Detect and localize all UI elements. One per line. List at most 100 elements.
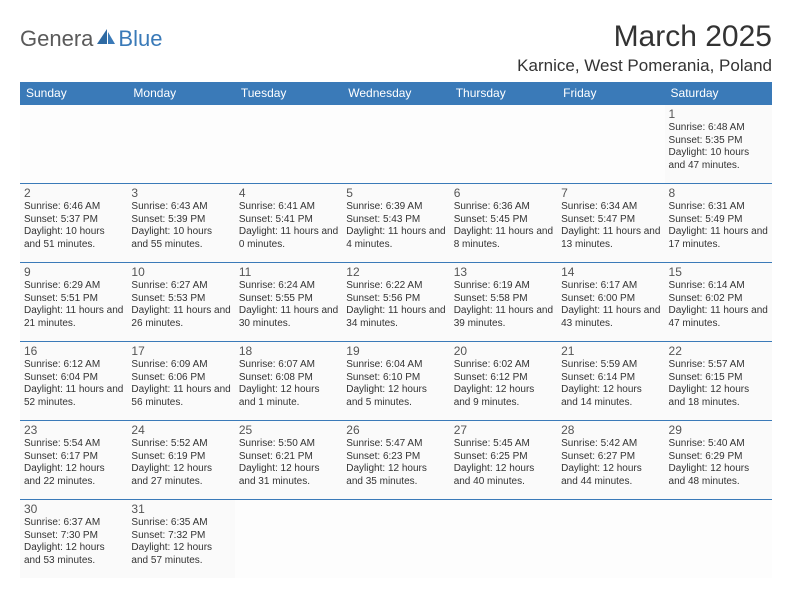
calendar-cell: 22Sunrise: 5:57 AMSunset: 6:15 PMDayligh… <box>665 342 772 421</box>
weekday-header: Thursday <box>450 82 557 105</box>
day-info: Sunrise: 5:54 AMSunset: 6:17 PMDaylight:… <box>24 438 123 488</box>
calendar-row: 2Sunrise: 6:46 AMSunset: 5:37 PMDaylight… <box>20 184 772 263</box>
day-number: 29 <box>669 423 768 437</box>
sail-icon <box>95 27 117 52</box>
day-number: 20 <box>454 344 553 358</box>
header: Genera Blue March 2025 Karnice, West Pom… <box>20 20 772 76</box>
calendar-cell: 17Sunrise: 6:09 AMSunset: 6:06 PMDayligh… <box>127 342 234 421</box>
day-number: 18 <box>239 344 338 358</box>
calendar-cell: 23Sunrise: 5:54 AMSunset: 6:17 PMDayligh… <box>20 421 127 500</box>
weekday-header-row: SundayMondayTuesdayWednesdayThursdayFrid… <box>20 82 772 105</box>
calendar-cell: 25Sunrise: 5:50 AMSunset: 6:21 PMDayligh… <box>235 421 342 500</box>
calendar-cell <box>450 500 557 579</box>
weekday-header: Sunday <box>20 82 127 105</box>
calendar-row: 30Sunrise: 6:37 AMSunset: 7:30 PMDayligh… <box>20 500 772 579</box>
calendar-cell: 19Sunrise: 6:04 AMSunset: 6:10 PMDayligh… <box>342 342 449 421</box>
day-info: Sunrise: 6:39 AMSunset: 5:43 PMDaylight:… <box>346 201 445 251</box>
day-info: Sunrise: 6:35 AMSunset: 7:32 PMDaylight:… <box>131 517 230 567</box>
calendar-cell: 13Sunrise: 6:19 AMSunset: 5:58 PMDayligh… <box>450 263 557 342</box>
day-number: 12 <box>346 265 445 279</box>
day-info: Sunrise: 6:02 AMSunset: 6:12 PMDaylight:… <box>454 359 553 409</box>
calendar-cell: 20Sunrise: 6:02 AMSunset: 6:12 PMDayligh… <box>450 342 557 421</box>
calendar-row: 1Sunrise: 6:48 AMSunset: 5:35 PMDaylight… <box>20 105 772 184</box>
day-info: Sunrise: 6:27 AMSunset: 5:53 PMDaylight:… <box>131 280 230 330</box>
day-info: Sunrise: 5:42 AMSunset: 6:27 PMDaylight:… <box>561 438 660 488</box>
calendar-cell: 30Sunrise: 6:37 AMSunset: 7:30 PMDayligh… <box>20 500 127 579</box>
day-number: 26 <box>346 423 445 437</box>
calendar-cell <box>342 105 449 184</box>
day-info: Sunrise: 6:09 AMSunset: 6:06 PMDaylight:… <box>131 359 230 409</box>
day-number: 3 <box>131 186 230 200</box>
calendar-table: SundayMondayTuesdayWednesdayThursdayFrid… <box>20 82 772 578</box>
day-number: 8 <box>669 186 768 200</box>
calendar-row: 16Sunrise: 6:12 AMSunset: 6:04 PMDayligh… <box>20 342 772 421</box>
calendar-cell: 27Sunrise: 5:45 AMSunset: 6:25 PMDayligh… <box>450 421 557 500</box>
weekday-header: Monday <box>127 82 234 105</box>
day-number: 4 <box>239 186 338 200</box>
title-block: March 2025 Karnice, West Pomerania, Pola… <box>517 20 772 76</box>
weekday-header: Saturday <box>665 82 772 105</box>
day-info: Sunrise: 5:50 AMSunset: 6:21 PMDaylight:… <box>239 438 338 488</box>
day-number: 27 <box>454 423 553 437</box>
day-info: Sunrise: 6:41 AMSunset: 5:41 PMDaylight:… <box>239 201 338 251</box>
day-info: Sunrise: 6:04 AMSunset: 6:10 PMDaylight:… <box>346 359 445 409</box>
day-number: 15 <box>669 265 768 279</box>
day-number: 16 <box>24 344 123 358</box>
day-info: Sunrise: 5:59 AMSunset: 6:14 PMDaylight:… <box>561 359 660 409</box>
day-info: Sunrise: 5:57 AMSunset: 6:15 PMDaylight:… <box>669 359 768 409</box>
day-info: Sunrise: 6:46 AMSunset: 5:37 PMDaylight:… <box>24 201 123 251</box>
day-info: Sunrise: 5:45 AMSunset: 6:25 PMDaylight:… <box>454 438 553 488</box>
day-number: 1 <box>669 107 768 121</box>
day-info: Sunrise: 6:31 AMSunset: 5:49 PMDaylight:… <box>669 201 768 251</box>
day-info: Sunrise: 6:48 AMSunset: 5:35 PMDaylight:… <box>669 122 768 172</box>
weekday-header: Wednesday <box>342 82 449 105</box>
day-number: 24 <box>131 423 230 437</box>
calendar-cell <box>665 500 772 579</box>
calendar-cell: 3Sunrise: 6:43 AMSunset: 5:39 PMDaylight… <box>127 184 234 263</box>
calendar-cell: 8Sunrise: 6:31 AMSunset: 5:49 PMDaylight… <box>665 184 772 263</box>
calendar-cell <box>127 105 234 184</box>
calendar-cell: 2Sunrise: 6:46 AMSunset: 5:37 PMDaylight… <box>20 184 127 263</box>
day-number: 21 <box>561 344 660 358</box>
day-info: Sunrise: 6:14 AMSunset: 6:02 PMDaylight:… <box>669 280 768 330</box>
day-number: 11 <box>239 265 338 279</box>
calendar-cell: 18Sunrise: 6:07 AMSunset: 6:08 PMDayligh… <box>235 342 342 421</box>
day-info: Sunrise: 6:24 AMSunset: 5:55 PMDaylight:… <box>239 280 338 330</box>
day-info: Sunrise: 6:43 AMSunset: 5:39 PMDaylight:… <box>131 201 230 251</box>
month-title: March 2025 <box>517 20 772 54</box>
logo: Genera Blue <box>20 26 162 52</box>
day-number: 5 <box>346 186 445 200</box>
calendar-cell: 12Sunrise: 6:22 AMSunset: 5:56 PMDayligh… <box>342 263 449 342</box>
day-info: Sunrise: 6:19 AMSunset: 5:58 PMDaylight:… <box>454 280 553 330</box>
day-info: Sunrise: 6:17 AMSunset: 6:00 PMDaylight:… <box>561 280 660 330</box>
day-info: Sunrise: 5:40 AMSunset: 6:29 PMDaylight:… <box>669 438 768 488</box>
calendar-cell: 26Sunrise: 5:47 AMSunset: 6:23 PMDayligh… <box>342 421 449 500</box>
day-number: 6 <box>454 186 553 200</box>
day-info: Sunrise: 6:37 AMSunset: 7:30 PMDaylight:… <box>24 517 123 567</box>
day-info: Sunrise: 5:47 AMSunset: 6:23 PMDaylight:… <box>346 438 445 488</box>
calendar-cell: 31Sunrise: 6:35 AMSunset: 7:32 PMDayligh… <box>127 500 234 579</box>
calendar-cell: 4Sunrise: 6:41 AMSunset: 5:41 PMDaylight… <box>235 184 342 263</box>
calendar-cell: 6Sunrise: 6:36 AMSunset: 5:45 PMDaylight… <box>450 184 557 263</box>
logo-text-general: Genera <box>20 26 93 52</box>
day-number: 17 <box>131 344 230 358</box>
logo-text-blue: Blue <box>118 26 162 52</box>
day-number: 22 <box>669 344 768 358</box>
calendar-cell: 1Sunrise: 6:48 AMSunset: 5:35 PMDaylight… <box>665 105 772 184</box>
calendar-cell: 28Sunrise: 5:42 AMSunset: 6:27 PMDayligh… <box>557 421 664 500</box>
calendar-cell: 10Sunrise: 6:27 AMSunset: 5:53 PMDayligh… <box>127 263 234 342</box>
day-number: 19 <box>346 344 445 358</box>
location: Karnice, West Pomerania, Poland <box>517 56 772 76</box>
calendar-body: 1Sunrise: 6:48 AMSunset: 5:35 PMDaylight… <box>20 105 772 579</box>
day-number: 23 <box>24 423 123 437</box>
day-number: 2 <box>24 186 123 200</box>
day-number: 10 <box>131 265 230 279</box>
day-number: 28 <box>561 423 660 437</box>
day-number: 25 <box>239 423 338 437</box>
calendar-cell <box>20 105 127 184</box>
calendar-cell: 9Sunrise: 6:29 AMSunset: 5:51 PMDaylight… <box>20 263 127 342</box>
calendar-cell: 24Sunrise: 5:52 AMSunset: 6:19 PMDayligh… <box>127 421 234 500</box>
day-info: Sunrise: 6:22 AMSunset: 5:56 PMDaylight:… <box>346 280 445 330</box>
day-info: Sunrise: 6:36 AMSunset: 5:45 PMDaylight:… <box>454 201 553 251</box>
day-info: Sunrise: 6:34 AMSunset: 5:47 PMDaylight:… <box>561 201 660 251</box>
